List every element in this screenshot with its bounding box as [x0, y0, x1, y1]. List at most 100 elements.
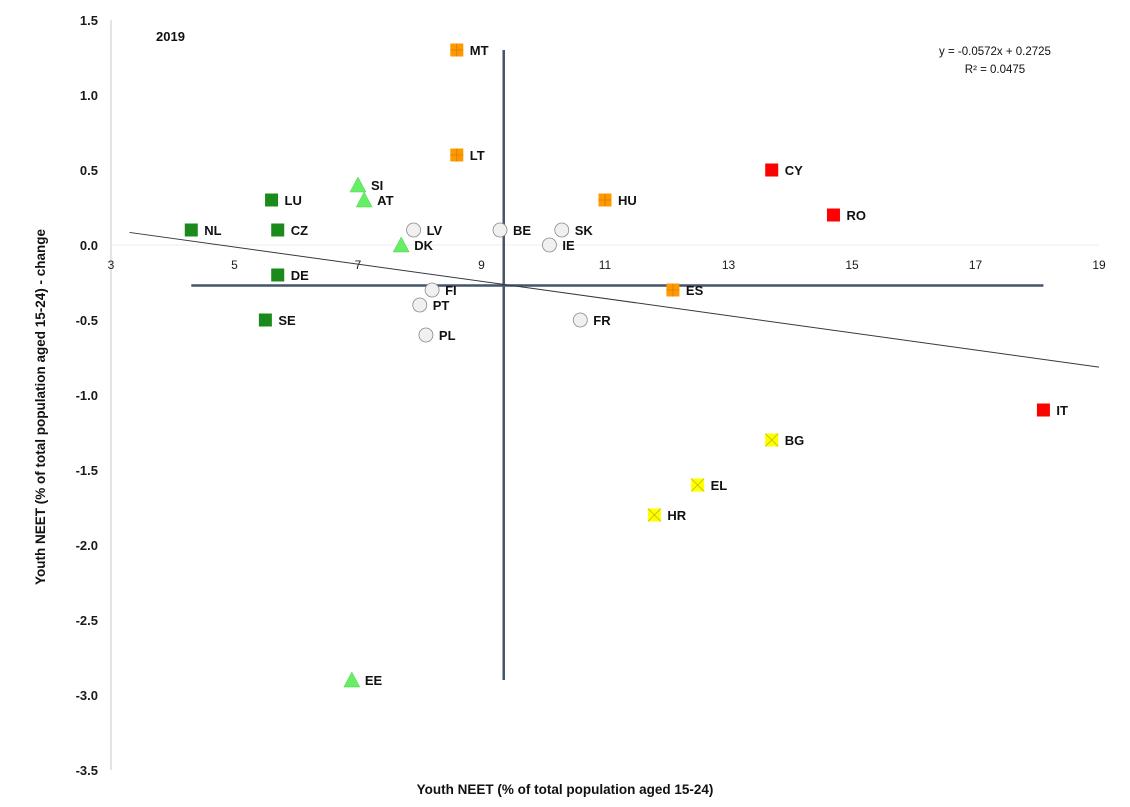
- square-marker: [826, 208, 840, 222]
- trendline: [129, 231, 1100, 368]
- triangle-marker: [392, 236, 410, 253]
- x-tick-label: 5: [231, 258, 238, 272]
- y-tick-label: -2.5: [76, 613, 98, 628]
- cross-mark: [666, 283, 680, 297]
- data-point-ro: RO: [826, 208, 866, 223]
- triangle-marker: [349, 176, 367, 193]
- data-point-sk: SK: [554, 222, 594, 238]
- point-label: IE: [562, 238, 575, 253]
- point-label: PL: [439, 328, 456, 343]
- point-label: NL: [204, 223, 221, 238]
- circle-marker: [412, 297, 428, 313]
- data-point-hr: HR: [647, 508, 687, 523]
- x-mark: [690, 478, 705, 492]
- point-label: IT: [1056, 403, 1068, 418]
- data-point-hu: HU: [598, 193, 637, 208]
- cross-mark: [598, 193, 612, 207]
- point-label: LV: [427, 223, 443, 238]
- triangle-marker: [355, 191, 373, 208]
- y-tick-label: 1.0: [80, 88, 98, 103]
- data-point-cz: CZ: [271, 223, 308, 238]
- x-tick-label: 15: [845, 258, 859, 272]
- data-point-bg: BG: [764, 433, 804, 448]
- y-tick-label: 0.0: [80, 238, 98, 253]
- point-label: MT: [470, 43, 489, 58]
- data-point-de: DE: [271, 268, 309, 283]
- square-marker: [271, 223, 285, 237]
- x-tick-label: 11: [599, 258, 612, 272]
- data-point-si: SI: [349, 176, 383, 193]
- square-marker: [184, 223, 198, 237]
- point-label: EE: [365, 673, 383, 688]
- x-tick-label: 19: [1092, 258, 1106, 272]
- y-tick-label: -1.0: [76, 388, 98, 403]
- y-tick-label: -0.5: [76, 313, 98, 328]
- circle-marker: [542, 237, 557, 253]
- data-point-mt: MT: [450, 43, 489, 58]
- point-label: HU: [618, 193, 637, 208]
- y-tick-label: 1.5: [80, 13, 98, 28]
- x-tick-label: 9: [478, 258, 485, 272]
- data-point-pt: PT: [412, 297, 450, 313]
- point-label: AT: [377, 193, 393, 208]
- data-point-fr: FR: [572, 312, 611, 328]
- point-label: PT: [433, 298, 450, 313]
- x-tick-label: 13: [722, 258, 736, 272]
- data-point-el: EL: [690, 478, 728, 493]
- point-label: HR: [667, 508, 686, 523]
- triangle-marker: [343, 671, 361, 688]
- point-label: LT: [470, 148, 485, 163]
- trendline-r-squared: R² = 0.0475: [965, 64, 1025, 76]
- circle-marker: [492, 222, 508, 238]
- point-label: SI: [371, 178, 383, 193]
- x-mark: [764, 433, 779, 447]
- data-point-es: ES: [666, 283, 704, 298]
- data-point-lu: LU: [265, 193, 302, 208]
- point-label: DK: [414, 238, 433, 253]
- circle-marker: [572, 312, 588, 328]
- point-label: CY: [785, 163, 803, 178]
- point-label: FR: [593, 313, 611, 328]
- data-point-be: BE: [492, 222, 531, 238]
- data-point-it: IT: [1036, 403, 1068, 418]
- x-tick-label: 7: [355, 258, 362, 272]
- x-tick-label: 3: [108, 258, 115, 272]
- circle-marker: [424, 282, 440, 298]
- square-marker: [1036, 403, 1050, 417]
- square-marker: [765, 163, 779, 177]
- square-marker: [271, 268, 285, 282]
- data-point-ee: EE: [343, 671, 383, 688]
- y-tick-label: -3.0: [76, 688, 98, 703]
- data-point-pl: PL: [418, 327, 456, 343]
- axes: 1.5 1.0 0.5 0.0 -0.5 -1.0 -1.5 -2.0 -2.5 -3.0 -3.5…: [76, 13, 1106, 778]
- point-label: EL: [711, 478, 728, 493]
- x-tick-label: 17: [969, 258, 983, 272]
- data-point-dk: DK: [392, 236, 434, 253]
- cross-mark: [450, 43, 464, 57]
- square-marker: [265, 193, 279, 207]
- circle-marker: [554, 222, 570, 238]
- cross-mark: [450, 148, 464, 162]
- circle-marker: [418, 327, 434, 343]
- point-label: SK: [575, 223, 594, 238]
- data-point-lt: LT: [450, 148, 485, 163]
- y-tick-label: 0.5: [80, 163, 98, 178]
- x-axis-title: Youth NEET (% of total population aged 1…: [417, 782, 714, 797]
- y-axis-title: Youth NEET (% of total population aged 1…: [33, 229, 48, 586]
- y-tick-label: -3.5: [76, 763, 98, 778]
- data-point-ie: IE: [542, 237, 575, 253]
- data-point-se: SE: [258, 313, 296, 328]
- point-label: RO: [846, 208, 866, 223]
- circle-marker: [406, 222, 421, 238]
- data-point-nl: NL: [184, 223, 222, 238]
- x-mark: [647, 508, 662, 522]
- data-point-cy: CY: [765, 163, 803, 178]
- point-label: FI: [445, 283, 457, 298]
- point-label: BE: [513, 223, 531, 238]
- y-tick-label: -1.5: [76, 463, 98, 478]
- reference-lines: [129, 50, 1100, 680]
- point-label: CZ: [291, 223, 308, 238]
- point-label: LU: [285, 193, 302, 208]
